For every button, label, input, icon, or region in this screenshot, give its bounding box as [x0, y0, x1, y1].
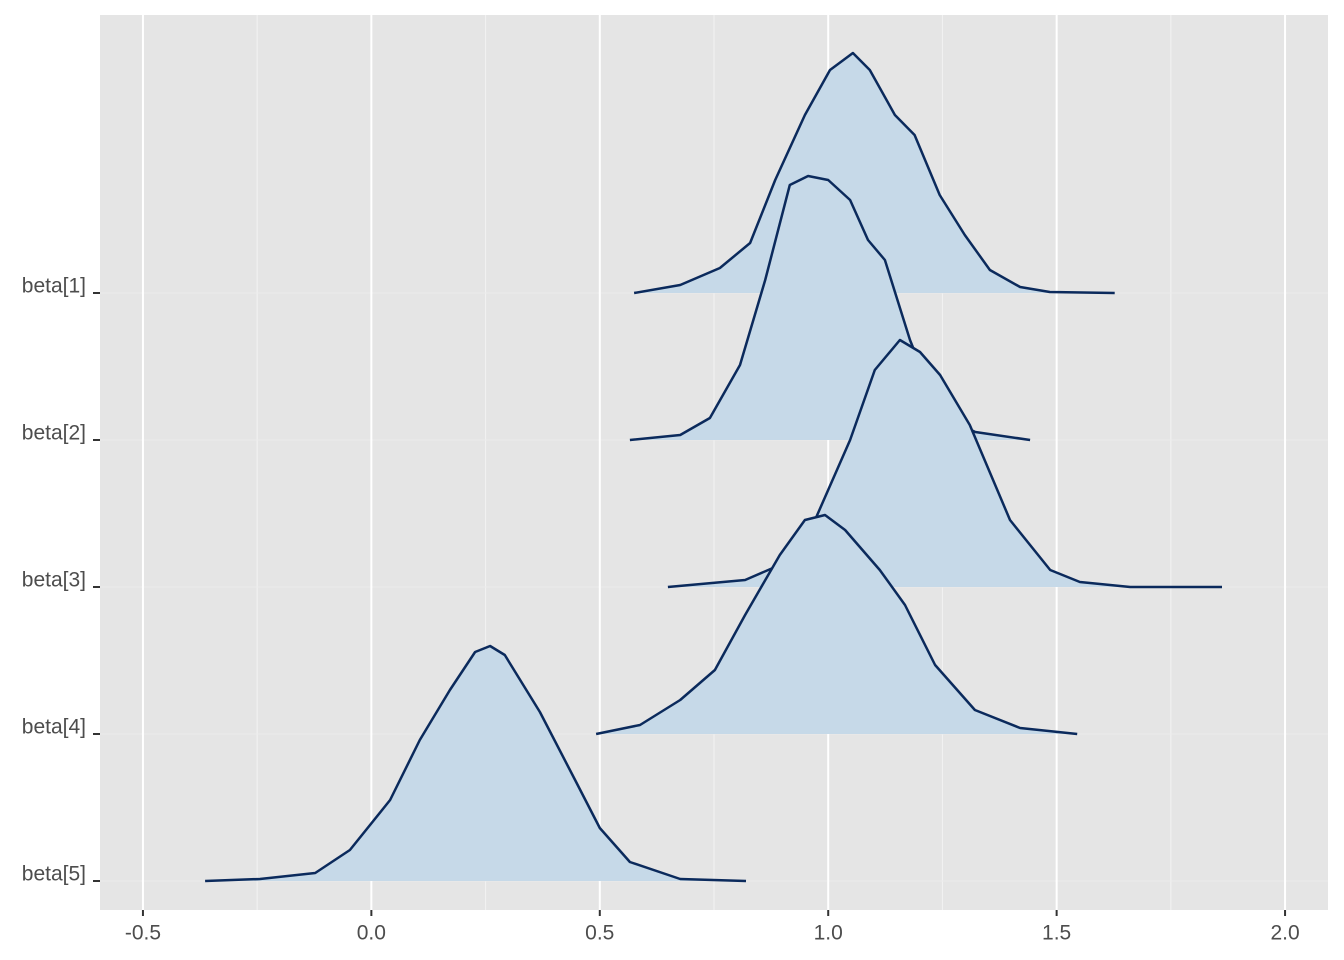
y-tick-label: beta[4] [22, 716, 86, 739]
density-line [205, 644, 747, 883]
x-tick-label: 1.5 [1042, 922, 1071, 945]
x-tick-label: 1.0 [814, 922, 843, 945]
y-tick-label: beta[5] [22, 863, 86, 886]
y-tick-label: beta[3] [22, 569, 86, 592]
x-tick-label: 0.0 [357, 922, 386, 945]
y-tick-label: beta[2] [22, 422, 86, 445]
y-tick-label: beta[1] [22, 275, 86, 298]
density-line [595, 513, 1078, 736]
density-area [667, 340, 1222, 587]
density-line [633, 51, 1115, 295]
density-area [596, 515, 1078, 734]
density-area [629, 176, 1031, 440]
x-tick-label: 2.0 [1270, 922, 1299, 945]
x-tick-label: 0.5 [585, 922, 614, 945]
density-area [205, 646, 747, 881]
x-tick-label: -0.5 [125, 922, 161, 945]
